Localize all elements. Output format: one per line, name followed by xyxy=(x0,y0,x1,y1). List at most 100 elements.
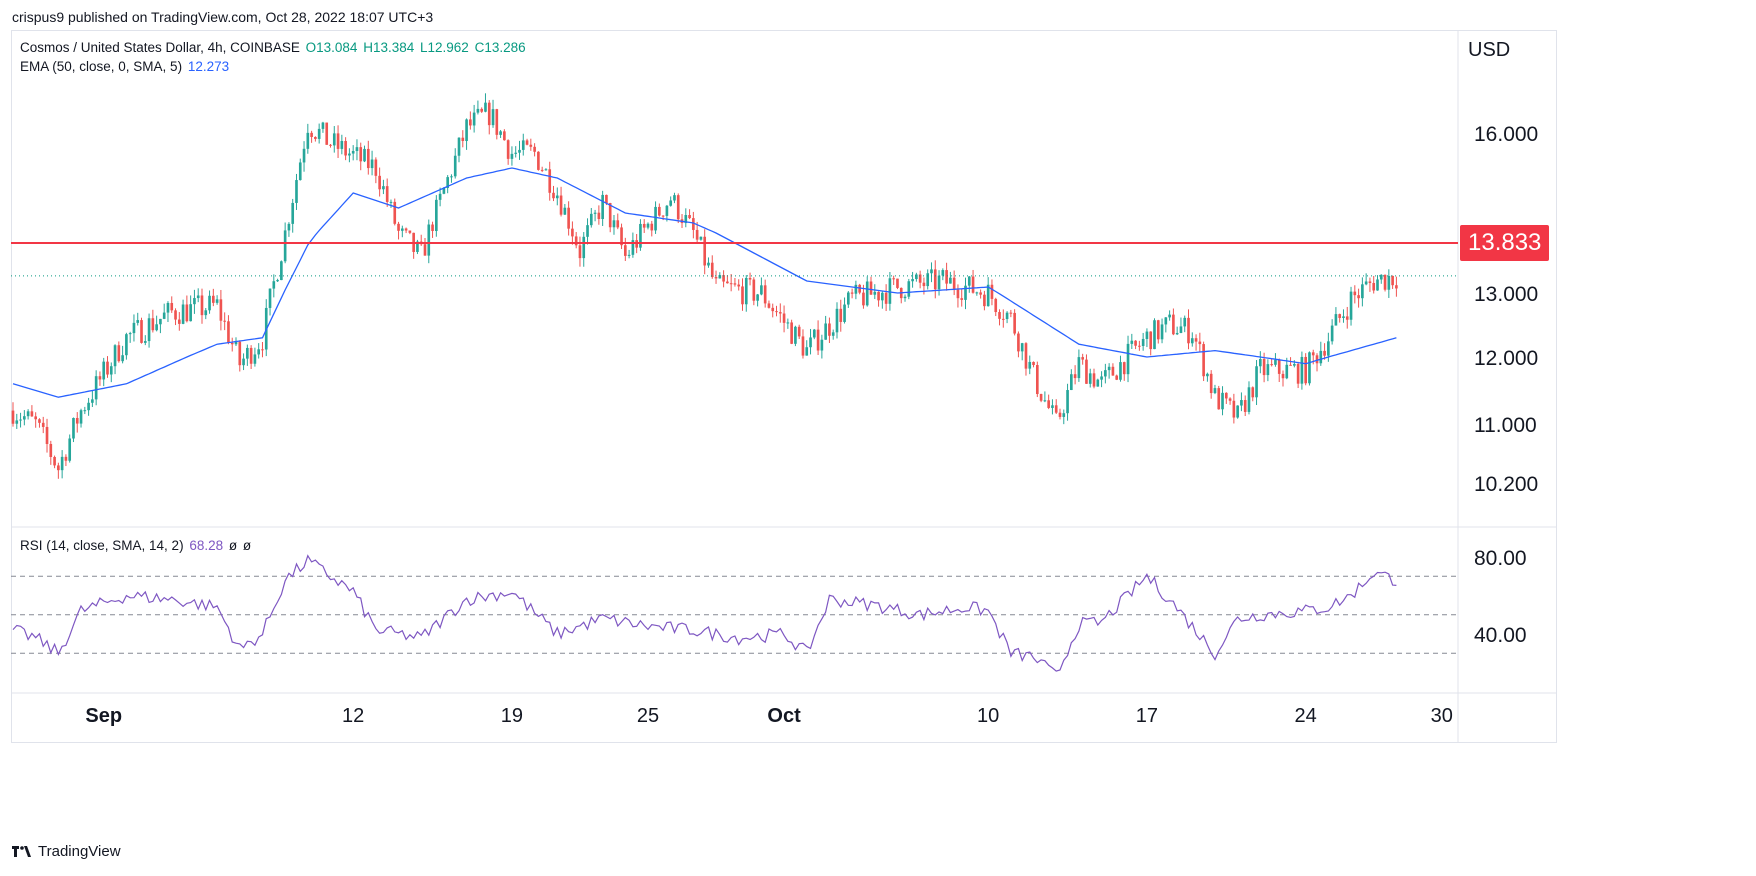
candle-body xyxy=(400,228,404,231)
candle-body xyxy=(136,320,140,323)
candle-body xyxy=(956,289,960,299)
candle-body xyxy=(113,345,117,367)
lines-layer xyxy=(11,167,1458,672)
candle-body xyxy=(348,153,351,156)
candle-body xyxy=(514,152,518,154)
candle-body xyxy=(193,298,196,305)
candle-body xyxy=(718,275,722,279)
candle-body xyxy=(552,192,555,199)
candle-body xyxy=(53,456,56,466)
candle-body xyxy=(937,275,941,290)
candle-body xyxy=(223,320,226,322)
candle-body xyxy=(1379,274,1383,280)
candle-body xyxy=(858,284,861,293)
candle-body xyxy=(771,307,775,312)
candle-body xyxy=(1009,312,1013,314)
candle-body xyxy=(1368,281,1372,283)
candle-body xyxy=(767,303,771,308)
candle-body xyxy=(227,321,230,343)
candle-body xyxy=(797,326,801,337)
candle-body xyxy=(608,203,612,228)
candle-body xyxy=(586,225,589,237)
rsi-value: 68.28 xyxy=(189,538,224,553)
candle-body xyxy=(1194,338,1198,342)
candle-body xyxy=(1315,355,1319,364)
candle-body xyxy=(941,270,945,276)
candle-body xyxy=(1081,357,1084,360)
candle-body xyxy=(1258,358,1262,367)
candle-body xyxy=(537,151,540,170)
candle-body xyxy=(881,292,884,301)
candle-body xyxy=(91,399,94,403)
candle-body xyxy=(389,201,393,203)
candle-body xyxy=(484,102,487,112)
resistance-price-badge: 13.833 xyxy=(1460,225,1550,262)
candle-body xyxy=(986,284,990,307)
candle-body xyxy=(234,341,238,345)
candle-body xyxy=(658,206,661,216)
candle-body xyxy=(257,349,261,355)
candle-body xyxy=(824,323,827,340)
candle-body xyxy=(238,341,242,366)
candle-body xyxy=(778,312,782,314)
candle-body xyxy=(19,419,22,421)
candle-body xyxy=(873,291,877,295)
ema-label: EMA (50, close, 0, SMA, 5) xyxy=(20,59,183,74)
axes-layer: USD16.00014.00013.00012.00011.00010.2008… xyxy=(85,39,1538,727)
candle-body xyxy=(1100,376,1103,380)
candle-body xyxy=(1054,405,1058,413)
time-tick-label: Oct xyxy=(767,705,801,727)
candle-body xyxy=(831,332,835,336)
candles-layer xyxy=(11,93,1398,479)
candle-body xyxy=(276,280,279,282)
candle-body xyxy=(850,292,854,294)
candle-body xyxy=(378,175,381,190)
candle-body xyxy=(540,169,544,171)
candle-body xyxy=(344,140,347,156)
candle-body xyxy=(892,278,896,280)
candle-body xyxy=(1066,390,1069,414)
candle-body xyxy=(94,376,98,400)
candle-body xyxy=(506,140,510,159)
candle-body xyxy=(404,228,408,231)
time-tick-label: 12 xyxy=(342,705,364,727)
candle-body xyxy=(416,241,419,252)
candle-body xyxy=(1028,361,1032,369)
candle-body xyxy=(1311,352,1315,356)
candle-body xyxy=(253,354,257,364)
candle-body xyxy=(246,347,249,359)
low-value: L12.962 xyxy=(420,40,469,55)
candle-body xyxy=(64,456,68,461)
candle-body xyxy=(1274,359,1277,365)
candle-body xyxy=(1020,343,1024,352)
candle-body xyxy=(79,410,83,424)
candle-body xyxy=(676,195,680,220)
candle-body xyxy=(1300,356,1304,384)
candle-body xyxy=(15,420,19,424)
rsi-line xyxy=(12,554,1397,672)
candle-body xyxy=(132,322,136,334)
candle-body xyxy=(189,304,192,322)
candle-body xyxy=(1285,364,1289,379)
candle-body xyxy=(828,323,831,336)
candle-body xyxy=(639,223,642,248)
candle-body xyxy=(620,227,623,246)
candle-body xyxy=(272,281,276,289)
candle-body xyxy=(60,456,64,471)
candle-body xyxy=(487,102,491,126)
candle-body xyxy=(801,336,805,356)
candle-body xyxy=(559,195,563,215)
candle-body xyxy=(563,207,567,215)
candle-body xyxy=(1224,392,1228,399)
candle-body xyxy=(215,299,219,303)
candle-body xyxy=(461,137,465,142)
candle-body xyxy=(1077,357,1081,379)
candle-body xyxy=(1183,317,1187,327)
candle-body xyxy=(1051,405,1054,408)
candle-body xyxy=(1349,291,1353,320)
candle-body xyxy=(1334,314,1338,326)
candle-body xyxy=(816,329,820,351)
candle-body xyxy=(298,162,302,181)
candle-body xyxy=(370,159,374,169)
